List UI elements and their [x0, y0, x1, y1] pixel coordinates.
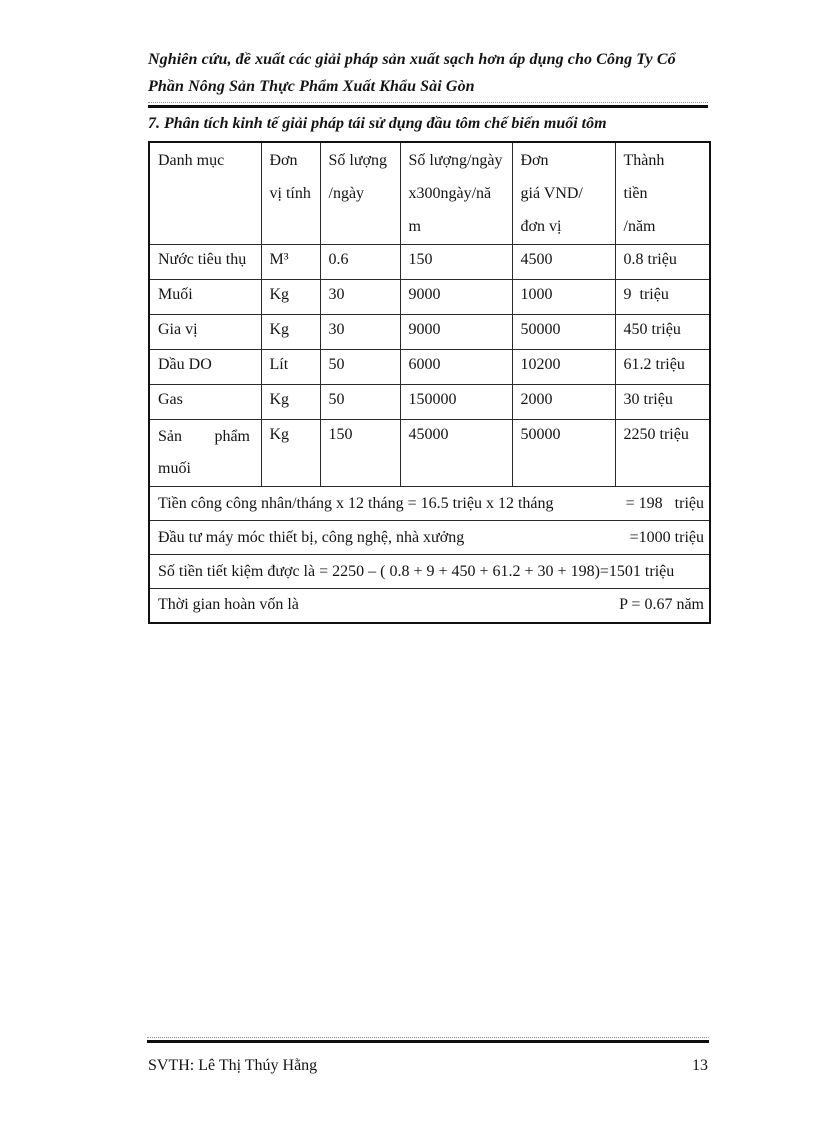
cell-name: Dầu DO [148, 349, 262, 385]
header-cell-danh-muc: Danh mục [148, 141, 262, 245]
cell-qty-day: 50 [319, 349, 401, 385]
cell-unit: M³ [260, 244, 321, 280]
table-row: Gas Kg 50 150000 2000 30 triệu [148, 384, 711, 420]
summary-right: = 198 triệu [625, 494, 704, 512]
table-row: Muối Kg 30 9000 1000 9 triệu [148, 279, 711, 315]
table-header-row: Danh mục Đơn vị tính Số lượng /ngày Số l… [148, 141, 711, 245]
cell-unit-price: 50000 [511, 419, 616, 487]
page-footer: SVTH: Lê Thị Thúy Hằng 13 [148, 1053, 708, 1079]
header-cell-don-gia: Đơn giá VND/ đơn vị [511, 141, 616, 245]
cell-qty-day: 30 [319, 279, 401, 315]
header-rule [148, 102, 708, 108]
cell-unit-price: 10200 [511, 349, 616, 385]
cell-qty-day: 150 [319, 419, 401, 487]
page-content: Nghiên cứu, đề xuất các giải pháp sản xu… [148, 46, 711, 624]
header-cell-thanh-tien: Thành tiền /năm [614, 141, 711, 245]
cell-qty-year: 45000 [399, 419, 513, 487]
cell-amount: 2250 triệu [614, 419, 711, 487]
justified-name-text: Sản phẩm muối [158, 428, 250, 477]
table-row: Dầu DO Lít 50 6000 10200 61.2 triệu [148, 349, 711, 385]
running-header: Nghiên cứu, đề xuất các giải pháp sản xu… [148, 51, 676, 95]
cell-unit: Kg [260, 279, 321, 315]
summary-row-investment: Đầu tư máy móc thiết bị, công nghệ, nhà … [148, 520, 711, 555]
cell-unit: Kg [260, 314, 321, 350]
cell-name: Nước tiêu thụ [148, 244, 262, 280]
cell-amount: 30 triệu [614, 384, 711, 420]
summary-line: Thời gian hoàn vốn là P = 0.67 năm [158, 590, 704, 620]
cell-qty-year: 150000 [399, 384, 513, 420]
cell-unit-price: 1000 [511, 279, 616, 315]
cell-qty-year: 150 [399, 244, 513, 280]
section-title: 7. Phân tích kinh tế giải pháp tái sử dụ… [148, 115, 607, 132]
table-row: Gia vị Kg 30 9000 50000 450 triệu [148, 314, 711, 350]
table-row: Sản phẩm muối Kg 150 45000 50000 2250 tr… [148, 419, 711, 487]
summary-left: Thời gian hoàn vốn là [158, 596, 299, 614]
footer-rule [147, 1037, 709, 1043]
economic-analysis-table: Danh mục Đơn vị tính Số lượng /ngày Số l… [148, 141, 711, 624]
table-row: Nước tiêu thụ M³ 0.6 150 4500 0.8 triệu [148, 244, 711, 280]
summary-right: P = 0.67 năm [619, 596, 704, 614]
summary-line: Số tiền tiết kiệm được là = 2250 – ( 0.8… [158, 557, 704, 587]
footer-page-number: 13 [692, 1057, 708, 1074]
header-cell-don-vi: Đơn vị tính [260, 141, 321, 245]
cell-unit-price: 50000 [511, 314, 616, 350]
summary-line: Tiền công công nhân/tháng x 12 tháng = 1… [158, 489, 704, 519]
cell-unit-price: 4500 [511, 244, 616, 280]
summary-row-savings: Số tiền tiết kiệm được là = 2250 – ( 0.8… [148, 554, 711, 589]
cell-name: Sản phẩm muối [148, 419, 262, 487]
cell-unit: Lít [260, 349, 321, 385]
cell-name: Gia vị [148, 314, 262, 350]
cell-qty-day: 30 [319, 314, 401, 350]
summary-row-labor: Tiền công công nhân/tháng x 12 tháng = 1… [148, 486, 711, 521]
cell-qty-year: 9000 [399, 279, 513, 315]
cell-amount: 61.2 triệu [614, 349, 711, 385]
cell-amount: 450 triệu [614, 314, 711, 350]
summary-line: Đầu tư máy móc thiết bị, công nghệ, nhà … [158, 523, 704, 553]
cell-unit-price: 2000 [511, 384, 616, 420]
cell-qty-day: 0.6 [319, 244, 401, 280]
cell-name: Gas [148, 384, 262, 420]
footer-author: SVTH: Lê Thị Thúy Hằng [148, 1057, 318, 1074]
summary-left: Đầu tư máy móc thiết bị, công nghệ, nhà … [158, 528, 465, 546]
cell-amount: 9 triệu [614, 279, 711, 315]
cell-name: Muối [148, 279, 262, 315]
cell-qty-year: 9000 [399, 314, 513, 350]
summary-left: Số tiền tiết kiệm được là = 2250 – ( 0.8… [158, 562, 675, 580]
summary-left: Tiền công công nhân/tháng x 12 tháng = 1… [158, 494, 554, 512]
cell-unit: Kg [260, 419, 321, 487]
header-cell-so-luong-nam: Số lượng/ngày x300ngày/nă m [399, 141, 513, 245]
cell-qty-year: 6000 [399, 349, 513, 385]
cell-qty-day: 50 [319, 384, 401, 420]
cell-amount: 0.8 triệu [614, 244, 711, 280]
header-cell-so-luong: Số lượng /ngày [319, 141, 401, 245]
summary-row-payback: Thời gian hoàn vốn là P = 0.67 năm [148, 588, 711, 623]
cell-unit: Kg [260, 384, 321, 420]
summary-right: =1000 triệu [629, 528, 704, 546]
